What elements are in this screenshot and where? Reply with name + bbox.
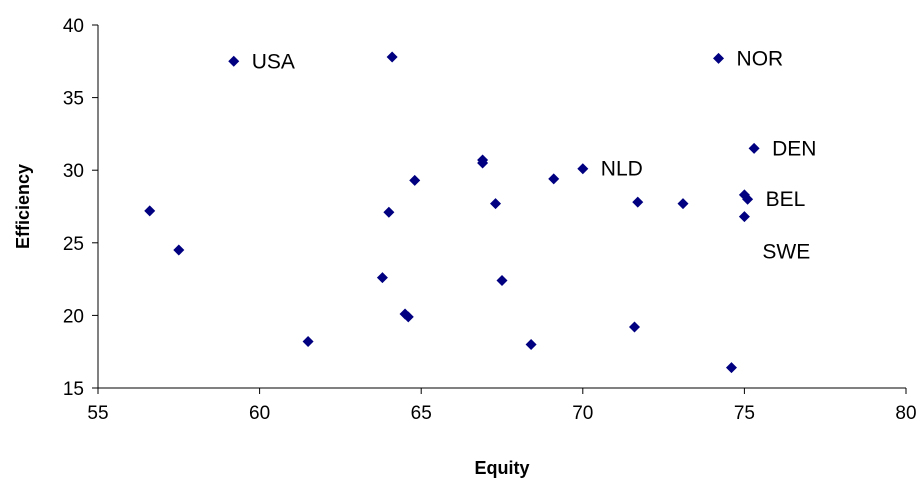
data-point <box>477 157 489 169</box>
data-point <box>738 211 750 223</box>
y-tick-label: 40 <box>63 16 84 37</box>
point-label-bel: BEL <box>766 188 806 211</box>
point-label-usa: USA <box>252 50 295 73</box>
data-point <box>677 198 689 210</box>
data-point <box>409 174 421 186</box>
x-tick-label: 70 <box>572 403 593 424</box>
data-point <box>725 362 737 374</box>
y-axis-title: Efficiency <box>13 164 33 249</box>
annotation-swe: SWE <box>762 241 810 264</box>
data-point <box>490 198 502 210</box>
data-point <box>402 311 414 323</box>
data-points <box>144 51 760 374</box>
y-axis-ticks: 15 20 25 30 35 40 <box>63 16 98 400</box>
axes <box>97 25 906 389</box>
point-label-nld: NLD <box>601 158 643 181</box>
point-labels: USA NOR DEN NLD BEL <box>252 47 817 211</box>
x-axis-title: Equity <box>474 458 529 478</box>
data-point <box>383 206 395 218</box>
y-tick-label: 20 <box>63 306 84 327</box>
data-point <box>376 272 388 284</box>
data-point <box>173 244 185 256</box>
data-point <box>386 51 398 63</box>
x-tick-label: 65 <box>411 403 432 424</box>
data-point <box>632 196 644 208</box>
y-tick-label: 30 <box>63 161 84 182</box>
y-tick-label: 35 <box>63 89 84 110</box>
data-point <box>144 205 156 217</box>
x-tick-label: 55 <box>87 403 108 424</box>
data-point <box>713 52 725 64</box>
data-point <box>748 142 760 154</box>
y-tick-label: 25 <box>63 234 84 255</box>
x-axis-ticks: 55 60 65 70 75 80 <box>87 388 917 424</box>
data-point <box>629 321 641 333</box>
data-point <box>525 338 537 350</box>
x-tick-label: 60 <box>249 403 270 424</box>
data-point <box>302 336 314 348</box>
x-tick-label: 80 <box>895 403 916 424</box>
y-tick-label: 15 <box>63 379 84 400</box>
data-point <box>228 55 240 67</box>
data-point <box>577 163 589 175</box>
data-point <box>496 275 508 287</box>
data-point <box>548 173 560 185</box>
x-tick-label: 75 <box>734 403 755 424</box>
point-label-nor: NOR <box>737 47 784 70</box>
data-point <box>742 193 754 205</box>
point-label-den: DEN <box>772 137 816 160</box>
